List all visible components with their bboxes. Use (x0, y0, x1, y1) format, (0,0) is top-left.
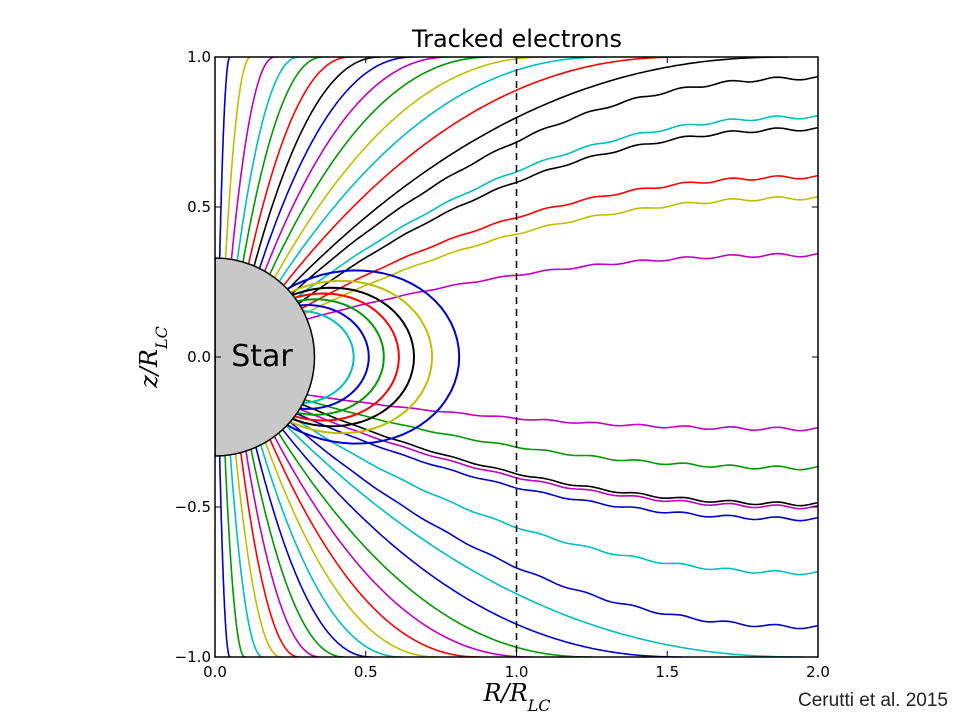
electron-trajectory (224, 455, 246, 657)
electron-trajectory (218, 57, 231, 259)
electron-trajectory (250, 449, 345, 657)
electron-trajectory (287, 57, 788, 291)
electron-trajectory (236, 57, 300, 261)
electron-trajectory (245, 450, 321, 657)
chart-title: Tracked electrons (411, 25, 622, 53)
electron-trajectory (269, 57, 493, 275)
y-axis-ticks: −1.0 −0.5 0.0 0.5 1.0 (175, 48, 818, 666)
electron-trajectory (301, 174, 818, 310)
electron-trajectory (269, 439, 481, 657)
electron-trajectory (293, 417, 818, 576)
x-axis-label: R/RLC (482, 679, 550, 715)
electron-trajectory (240, 452, 300, 657)
electron-trajectory (234, 453, 282, 657)
y-tick-label: 0.5 (187, 198, 211, 216)
y-tick-label: 0.0 (187, 348, 211, 366)
star-label: Star (231, 339, 293, 374)
electron-trajectory (242, 57, 324, 263)
electron-trajectory (301, 403, 818, 507)
electron-trajectory (278, 57, 607, 282)
electron-trajectory (260, 444, 402, 657)
electron-trajectory (273, 57, 547, 279)
electron-trajectory (277, 432, 592, 657)
x-tick-label: 0.5 (354, 663, 378, 681)
electron-trajectory (258, 57, 414, 269)
electron-trajectory (296, 412, 818, 522)
trajectory-group (218, 57, 818, 657)
electron-trajectory (299, 408, 818, 510)
electron-trajectory (289, 421, 818, 630)
electron-trajectory (273, 436, 532, 657)
x-axis-ticks: 0.0 0.5 1.0 1.5 2.0 (203, 57, 830, 681)
electron-trajectory (253, 57, 381, 267)
electron-trajectory (298, 126, 818, 305)
electron-trajectory (218, 455, 231, 657)
y-axis-label: z/RLC (135, 326, 171, 389)
electron-trajectory (255, 447, 372, 657)
electron-trajectory (294, 114, 818, 300)
x-tick-label: 0.0 (203, 663, 227, 681)
electron-trajectory (282, 57, 683, 286)
citation-credit: Cerutti et al. 2015 (798, 690, 948, 711)
electron-trajectory (224, 57, 252, 259)
y-tick-label: −1.0 (175, 648, 211, 666)
x-tick-label: 1.0 (505, 663, 529, 681)
electron-trajectory (229, 454, 264, 657)
x-tick-label: 2.0 (806, 663, 830, 681)
electron-trajectory (281, 429, 683, 657)
electron-trajectory (247, 57, 351, 264)
electron-trajectory (306, 252, 818, 320)
x-tick-label: 1.5 (655, 663, 679, 681)
electron-trajectory (230, 57, 276, 260)
star-disk (215, 257, 316, 457)
y-tick-label: −0.5 (175, 498, 211, 516)
y-tick-label: 1.0 (187, 48, 211, 66)
electron-trajectory (285, 425, 803, 657)
electron-trajectory (291, 75, 818, 295)
electron-trajectory (263, 57, 451, 272)
electron-trajectory (306, 394, 818, 432)
electron-trajectory (264, 442, 439, 657)
